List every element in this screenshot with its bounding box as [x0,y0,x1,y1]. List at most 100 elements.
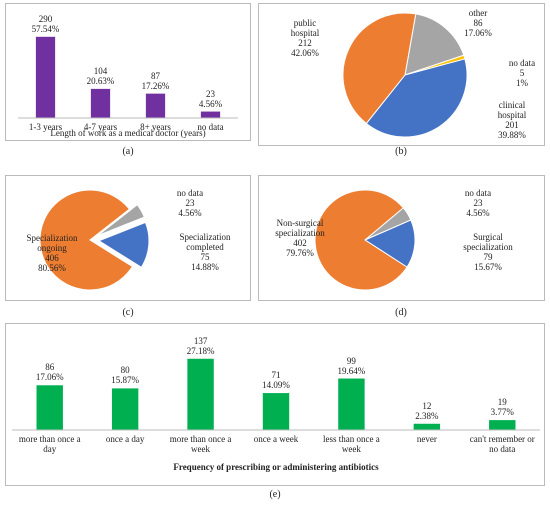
data-label: 75 [200,252,210,262]
percent-label: 4.56% [198,98,223,109]
bar [200,111,221,118]
category-label: Non-surgical specialization [275,218,325,238]
percent-label: 15.67% [474,262,502,272]
x-tick-label: more than once a day [18,434,81,454]
percent-label: 79.76% [286,248,314,258]
bar [187,358,214,430]
data-label: 406 [45,253,59,263]
percent-label: 39.88% [498,130,526,140]
x-tick-label: less than once a week [323,434,380,454]
x-tick-label: more than once a week [169,434,232,454]
percent-label: 20.63% [86,75,115,86]
slice-label: no data 5 1% [502,58,542,88]
data-label: 23 [206,88,215,99]
pie-slice [365,58,468,138]
category-label: no data [508,58,536,68]
bar [35,36,56,118]
percent-label: 80.56% [38,263,66,273]
percent-label: 14.09% [262,380,290,391]
data-label: 201 [505,120,519,130]
data-label: 23 [473,198,483,208]
x-axis-label: Frequency of prescribing or administerin… [173,462,379,472]
percent-label: 19.64% [337,365,366,376]
slice-label: Non-surgical specialization 402 79.76% [265,218,335,258]
panel-border [258,175,545,301]
bar [90,88,111,118]
x-tick-label: no data [197,122,224,132]
percent-label: 17.06% [464,28,492,38]
x-tick-label: once a day [105,434,145,444]
percent-label: 1% [516,78,528,88]
data-label: 137 [193,335,208,346]
data-label: 12 [422,400,432,411]
percent-label: 4.56% [466,208,490,218]
data-label: 104 [93,65,108,76]
pie-slice [314,189,408,291]
bar [36,385,63,430]
x-tick-label: 8+ years [140,122,171,132]
slice-label: other 86 17.06% [453,8,503,38]
bar [489,420,516,430]
data-label: 19 [497,397,507,408]
category-label: Surgical specialization [463,232,513,252]
percent-label: 57.54% [31,23,60,34]
data-label: 80 [120,365,130,376]
panel-label: (c) [122,307,134,318]
bar [145,93,166,118]
data-label: 290 [38,13,53,24]
percent-label: 17.26% [141,80,170,91]
bar [111,388,139,430]
category-label: Specialization completed [179,232,231,252]
data-label: 86 [473,18,483,28]
slice-label: no data 23 4.56% [458,188,498,218]
category-label: other [468,8,488,18]
percent-label: 42.06% [291,48,319,58]
data-label: 71 [271,370,281,381]
bar [338,378,365,430]
percent-label: 2.38% [415,410,439,421]
pie-slice [363,219,416,268]
data-label: 5 [519,68,525,78]
x-tick-label: 4-7 years [83,122,118,132]
bar [262,393,290,430]
percent-label: 3.77% [490,407,514,418]
x-tick-label: 1-3 years [28,122,63,132]
slice-label: Specialization completed 75 14.88% [170,232,240,272]
slice-label: Surgical specialization 79 15.67% [453,232,523,272]
percent-label: 4.56% [178,208,202,218]
category-label: no data [176,188,204,198]
data-label: 402 [293,238,307,248]
pie-slice [342,12,417,125]
pie-slice [39,189,134,291]
data-label: 23 [185,198,195,208]
panel-label: (e) [269,489,281,500]
data-label: 79 [483,252,493,262]
slice-label: no data 23 4.56% [170,188,210,218]
pie-slice [97,221,150,269]
bar [413,423,441,430]
panel-border [5,323,545,486]
slice-label: clinical hospital 201 39.88% [485,100,540,140]
category-label: Specialization ongoing [26,233,78,253]
pie-slice [97,204,145,236]
panel-label: (b) [395,146,407,157]
x-tick-label: once a week [253,434,299,444]
category-label: clinical hospital [497,100,527,120]
percent-label: 17.06% [35,372,64,383]
x-axis-label: Length of work as a medical doctor (year… [50,128,206,138]
percent-label: 15.87% [111,375,140,386]
data-label: 99 [346,355,356,366]
percent-label: 14.88% [191,262,219,272]
data-label: 86 [45,362,55,373]
panel-label: (d) [395,307,407,318]
panel-border [5,3,251,141]
percent-label: 27.18% [186,345,215,356]
x-tick-label: can't remember or no data [469,434,535,454]
slice-label: public hospital 212 42.06% [280,18,330,58]
panel-border [5,175,251,301]
category-label: no data [464,188,492,198]
panel-border [258,3,545,146]
panel-label: (a) [122,146,134,157]
